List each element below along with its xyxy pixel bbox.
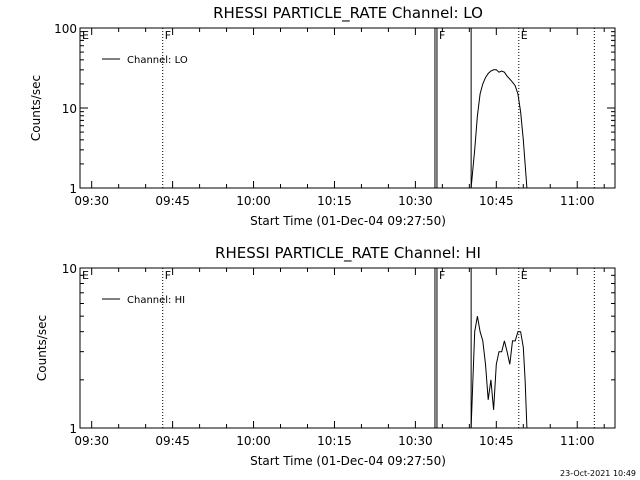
y-axis-label-hi: Counts/sec bbox=[35, 315, 49, 381]
chart-title-lo: RHESSI PARTICLE_RATE Channel: LO bbox=[213, 4, 483, 23]
y-tick-label-hi: 10 bbox=[62, 262, 77, 276]
event-label-hi: E bbox=[521, 269, 528, 282]
series-line-hi bbox=[470, 316, 528, 429]
x-tick-label-hi: 10:15 bbox=[317, 434, 352, 448]
footer-timestamp: 23-Oct-2021 10:49 bbox=[560, 469, 636, 478]
y-tick-label-lo: 100 bbox=[54, 22, 77, 36]
panel-lo: RHESSI PARTICLE_RATE Channel: LO Counts/… bbox=[29, 4, 616, 228]
y-tick-label-lo: 1 bbox=[69, 182, 77, 196]
series-line-lo bbox=[470, 69, 528, 189]
x-tick-label-hi: 11:00 bbox=[560, 434, 595, 448]
event-label-lo: E bbox=[82, 29, 89, 42]
x-tick-label-lo: 09:30 bbox=[74, 194, 109, 208]
y-tick-label-lo: 10 bbox=[62, 102, 77, 116]
x-tick-label-lo: 11:00 bbox=[560, 194, 595, 208]
x-tick-label-lo: 10:30 bbox=[398, 194, 433, 208]
x-tick-label-hi: 09:45 bbox=[155, 434, 190, 448]
event-label-lo: E bbox=[521, 29, 528, 42]
x-tick-label-lo: 10:00 bbox=[236, 194, 271, 208]
y-tick-label-hi: 1 bbox=[69, 422, 77, 436]
chart-title-hi: RHESSI PARTICLE_RATE Channel: HI bbox=[215, 244, 481, 263]
event-label-lo: F bbox=[439, 29, 445, 42]
x-tick-label-hi: 10:30 bbox=[398, 434, 433, 448]
x-axis-label-hi: Start Time (01-Dec-04 09:27:50) bbox=[250, 454, 446, 468]
event-label-hi: E bbox=[82, 269, 89, 282]
x-axis-label-lo: Start Time (01-Dec-04 09:27:50) bbox=[250, 214, 446, 228]
y-axis-label-lo: Counts/sec bbox=[29, 75, 43, 141]
panel-hi: RHESSI PARTICLE_RATE Channel: HI Counts/… bbox=[35, 244, 616, 468]
legend-label-hi: Channel: HI bbox=[127, 295, 185, 306]
x-tick-label-hi: 10:00 bbox=[236, 434, 271, 448]
plot-frame-lo bbox=[79, 27, 616, 189]
legend-label-lo: Channel: LO bbox=[127, 55, 188, 66]
event-label-hi: F bbox=[439, 269, 445, 282]
x-tick-label-hi: 10:45 bbox=[479, 434, 514, 448]
x-tick-label-hi: 09:30 bbox=[74, 434, 109, 448]
x-tick-label-lo: 10:45 bbox=[479, 194, 514, 208]
plot-frame-hi bbox=[79, 267, 616, 429]
x-tick-label-lo: 09:45 bbox=[155, 194, 190, 208]
event-label-lo: F bbox=[165, 29, 171, 42]
x-tick-label-lo: 10:15 bbox=[317, 194, 352, 208]
event-label-hi: F bbox=[165, 269, 171, 282]
